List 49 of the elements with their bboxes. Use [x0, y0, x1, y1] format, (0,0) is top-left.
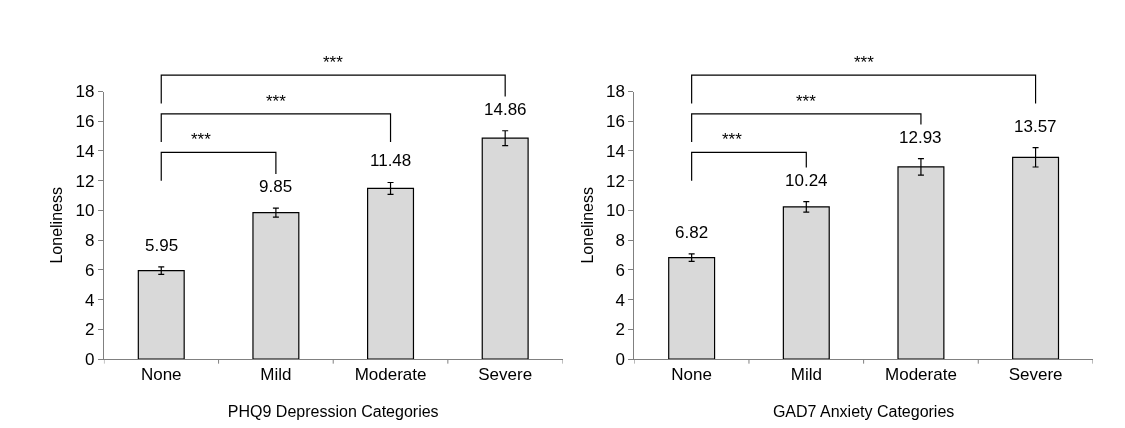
- annotation: ***: [191, 130, 212, 149]
- data-label: 11.48: [370, 151, 412, 170]
- data-label: 14.86: [484, 100, 527, 119]
- y-tick-label: 8: [615, 231, 625, 251]
- text: ***: [854, 53, 875, 72]
- bar: [137, 269, 185, 359]
- y-tick-label: 4: [85, 290, 95, 310]
- data-label: 5.95: [145, 236, 179, 255]
- y-axis-title: Loneliness: [578, 187, 596, 264]
- y-tick-label: 2: [85, 320, 95, 340]
- y-tick-label: 14: [606, 141, 625, 161]
- y-axis-title: Loneliness: [48, 187, 66, 264]
- data-label: 12.93: [899, 128, 942, 147]
- annotation: ***: [796, 92, 817, 111]
- y-tick-label: 10: [75, 201, 95, 221]
- x-tick-label: Moderate: [885, 365, 957, 385]
- x-tick-label: None: [671, 365, 712, 385]
- data-label: 13.57: [1014, 117, 1057, 136]
- x-tick-label: Severe: [1008, 365, 1063, 385]
- y-tick-label: 18: [606, 82, 625, 102]
- y-tick-label: 16: [75, 112, 95, 132]
- data-label: 6.82: [675, 223, 709, 242]
- y-tick-label: 14: [75, 141, 95, 161]
- x-axis-title: GAD7 Anxiety Categories: [772, 403, 955, 421]
- text: ***: [323, 53, 344, 72]
- y-tick-label: 12: [606, 171, 625, 191]
- data-label: 10.24: [785, 171, 828, 190]
- x-axis-title: PHQ9 Depression Categories: [227, 403, 439, 421]
- y-tick-label: 8: [85, 231, 95, 251]
- x-tick-label: None: [140, 365, 182, 385]
- data-label: 9.85: [259, 177, 293, 196]
- y-tick-label: 0: [85, 349, 95, 369]
- annotation: ***: [266, 92, 287, 111]
- y-tick-label: 12: [75, 171, 95, 191]
- bar: [252, 212, 300, 359]
- annotation: ***: [722, 130, 743, 149]
- y-tick-label: 10: [606, 201, 625, 221]
- x-tick-label: Severe: [478, 365, 533, 385]
- x-tick-label: Moderate: [354, 365, 427, 385]
- y-tick-label: 16: [606, 112, 625, 132]
- y-tick-label: 6: [615, 260, 625, 280]
- y-tick-label: 4: [615, 290, 625, 310]
- y-tick-label: 2: [615, 320, 625, 340]
- bar: [668, 257, 716, 359]
- x-tick-label: Mild: [260, 365, 292, 385]
- y-tick-label: 6: [85, 260, 95, 280]
- y-tick-label: 18: [75, 82, 95, 102]
- x-tick-label: Mild: [790, 365, 822, 385]
- y-tick-label: 0: [615, 349, 625, 369]
